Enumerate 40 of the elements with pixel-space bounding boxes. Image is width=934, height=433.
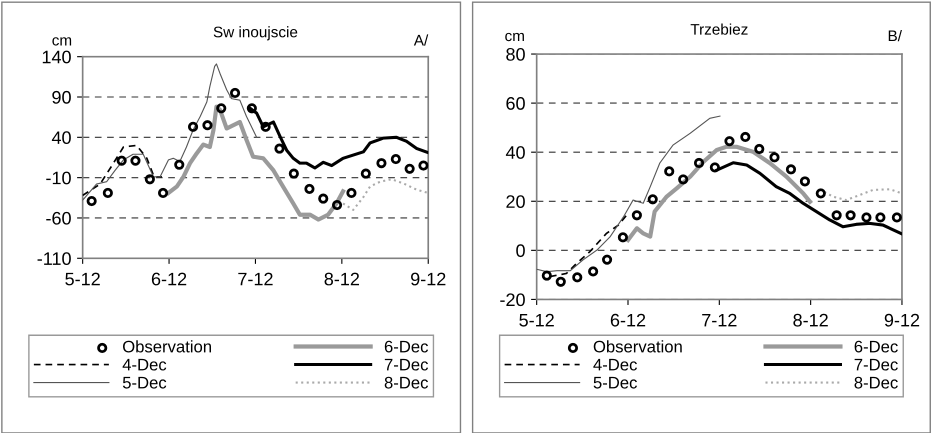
y-axis-title: cm: [52, 37, 72, 46]
x-tick-label: 7-12: [702, 314, 736, 326]
y-tick-label: 40: [506, 146, 525, 159]
chart-title: Sw inoujscie: [214, 26, 298, 40]
x-tick-label: 6-12: [152, 272, 186, 286]
y-tick-label: 80: [506, 48, 525, 61]
legend-label: 4-Dec: [593, 358, 637, 371]
y-tick-label: -20: [500, 293, 525, 306]
x-tick-label: 6-12: [610, 314, 646, 327]
legend-label: 5-Dec: [594, 376, 637, 389]
x-tick-label: 9-12: [884, 314, 920, 327]
y-tick-label: 40: [52, 131, 71, 144]
y-tick-label: -110: [38, 252, 71, 266]
y-axis-title: cm: [505, 32, 524, 42]
legend-label: Observation: [594, 340, 682, 352]
legend-label: 6-Dec: [384, 340, 428, 352]
text: B/: [888, 30, 902, 42]
y-tick-label: 90: [52, 90, 71, 104]
legend-label: 5-Dec: [122, 376, 166, 389]
x-tick-label: 9-12: [411, 272, 446, 286]
x-tick-label: 8-12: [793, 314, 828, 327]
x-tick-label: 7-12: [238, 272, 273, 286]
legend-label: 8-Dec: [384, 376, 428, 389]
x-tick-label: 5-12: [65, 272, 100, 286]
y-tick-label: 60: [506, 97, 525, 110]
y-tick-label: -10: [46, 172, 71, 184]
x-tick-label: 5-12: [519, 314, 554, 327]
y-tick-label: 0: [516, 244, 525, 258]
y-tick-label: 140: [42, 50, 71, 64]
chart-title: Trzebiez: [690, 24, 748, 35]
legend-label: 7-Dec: [854, 358, 898, 371]
legend-label: 4-Dec: [122, 358, 166, 371]
legend-label: 6-Dec: [854, 340, 898, 352]
legend-label: 8-Dec: [854, 376, 898, 389]
text: A/: [414, 34, 428, 46]
legend-label: Observation: [123, 340, 211, 352]
x-tick-label: 8-12: [324, 272, 360, 286]
y-tick-label: -60: [46, 212, 71, 225]
legend-label: 7-Dec: [384, 358, 428, 371]
y-tick-label: 20: [506, 195, 525, 208]
